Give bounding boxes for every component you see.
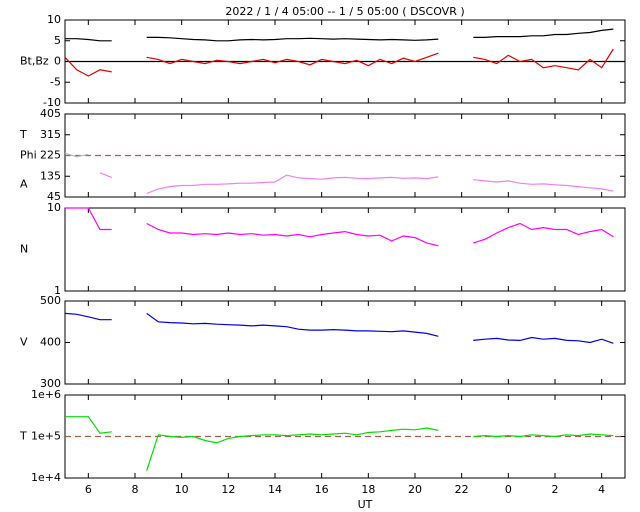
data-line <box>65 207 614 247</box>
panel-frame <box>64 207 626 292</box>
x-tick-label: 14 <box>268 483 282 496</box>
x-tick-label: 4 <box>598 483 605 496</box>
data-line <box>99 172 614 195</box>
x-tick-label: 12 <box>221 483 235 496</box>
x-tick-label: 16 <box>315 483 329 496</box>
y-tick-label: 5 <box>54 34 61 47</box>
x-tick-label: 22 <box>455 483 469 496</box>
y-axis-label: Bt,Bz <box>20 55 49 68</box>
y-axis-label: T <box>19 128 27 141</box>
y-tick-label: 300 <box>40 377 61 390</box>
y-tick-label: 500 <box>40 294 61 307</box>
panel-frame <box>64 300 626 385</box>
x-tick-label: 10 <box>175 483 189 496</box>
y-tick-label: -10 <box>43 96 61 109</box>
y-tick-label: 0 <box>54 55 61 68</box>
data-line <box>64 152 89 158</box>
x-tick-label: 8 <box>132 483 139 496</box>
data-line <box>64 312 614 344</box>
y-tick-label: 10 <box>47 201 61 214</box>
data-line <box>64 48 614 77</box>
y-tick-label: 45 <box>47 190 61 203</box>
y-tick-label: 225 <box>40 149 61 162</box>
y-tick-label: 1e+4 <box>31 471 61 484</box>
y-tick-label: 135 <box>40 169 61 182</box>
y-axis-label: A <box>20 177 28 190</box>
y-tick-label: 315 <box>40 128 61 141</box>
x-tick-label: 0 <box>505 483 512 496</box>
y-tick-label: 10 <box>47 13 61 26</box>
x-tick-label: 20 <box>408 483 422 496</box>
chart-title: 2022 / 1 / 4 05:00 -- 1 / 5 05:00 ( DSCO… <box>225 5 464 18</box>
data-line <box>65 416 614 471</box>
y-tick-label: 1e+5 <box>31 430 61 443</box>
y-tick-label: 400 <box>40 336 61 349</box>
x-tick-label: 6 <box>85 483 92 496</box>
y-axis-label: N <box>20 243 28 256</box>
y-axis-label: T <box>19 430 27 443</box>
data-line <box>65 28 614 42</box>
y-axis-label: V <box>20 336 28 349</box>
y-tick-label: 1 <box>54 284 61 297</box>
y-tick-label: -5 <box>50 75 61 88</box>
x-tick-label: 18 <box>361 483 375 496</box>
x-tick-label: 2 <box>552 483 559 496</box>
x-axis-label: UT <box>358 498 373 511</box>
y-tick-label: 1e+6 <box>31 388 61 401</box>
y-axis-label: Phi <box>20 149 37 162</box>
y-tick-label: 405 <box>40 107 61 120</box>
